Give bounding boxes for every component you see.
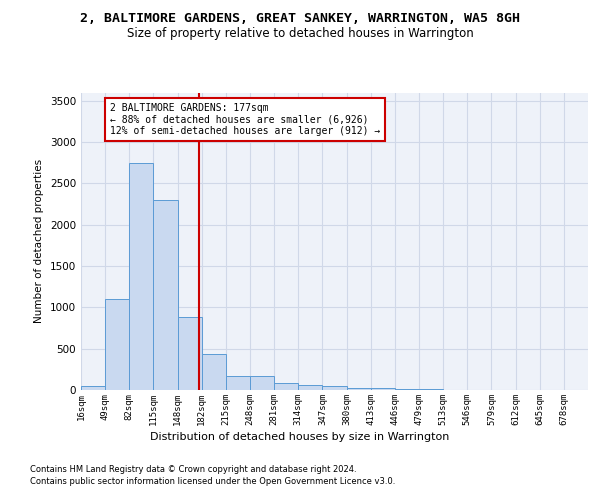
Bar: [250, 376, 274, 390]
Bar: [81, 386, 105, 390]
Bar: [347, 388, 371, 390]
Text: Distribution of detached houses by size in Warrington: Distribution of detached houses by size …: [151, 432, 449, 442]
Bar: [226, 376, 250, 390]
Bar: [105, 299, 129, 390]
Bar: [274, 382, 298, 390]
Bar: [202, 354, 226, 390]
Text: 2, BALTIMORE GARDENS, GREAT SANKEY, WARRINGTON, WA5 8GH: 2, BALTIMORE GARDENS, GREAT SANKEY, WARR…: [80, 12, 520, 26]
Bar: [322, 386, 347, 390]
Bar: [395, 389, 419, 390]
Bar: [371, 388, 395, 390]
Bar: [298, 385, 322, 390]
Text: Contains HM Land Registry data © Crown copyright and database right 2024.: Contains HM Land Registry data © Crown c…: [30, 466, 356, 474]
Text: 2 BALTIMORE GARDENS: 177sqm
← 88% of detached houses are smaller (6,926)
12% of : 2 BALTIMORE GARDENS: 177sqm ← 88% of det…: [110, 103, 380, 136]
Text: Contains public sector information licensed under the Open Government Licence v3: Contains public sector information licen…: [30, 477, 395, 486]
Bar: [154, 200, 178, 390]
Bar: [178, 318, 202, 390]
Text: Size of property relative to detached houses in Warrington: Size of property relative to detached ho…: [127, 28, 473, 40]
Bar: [129, 162, 154, 390]
Y-axis label: Number of detached properties: Number of detached properties: [34, 159, 44, 324]
